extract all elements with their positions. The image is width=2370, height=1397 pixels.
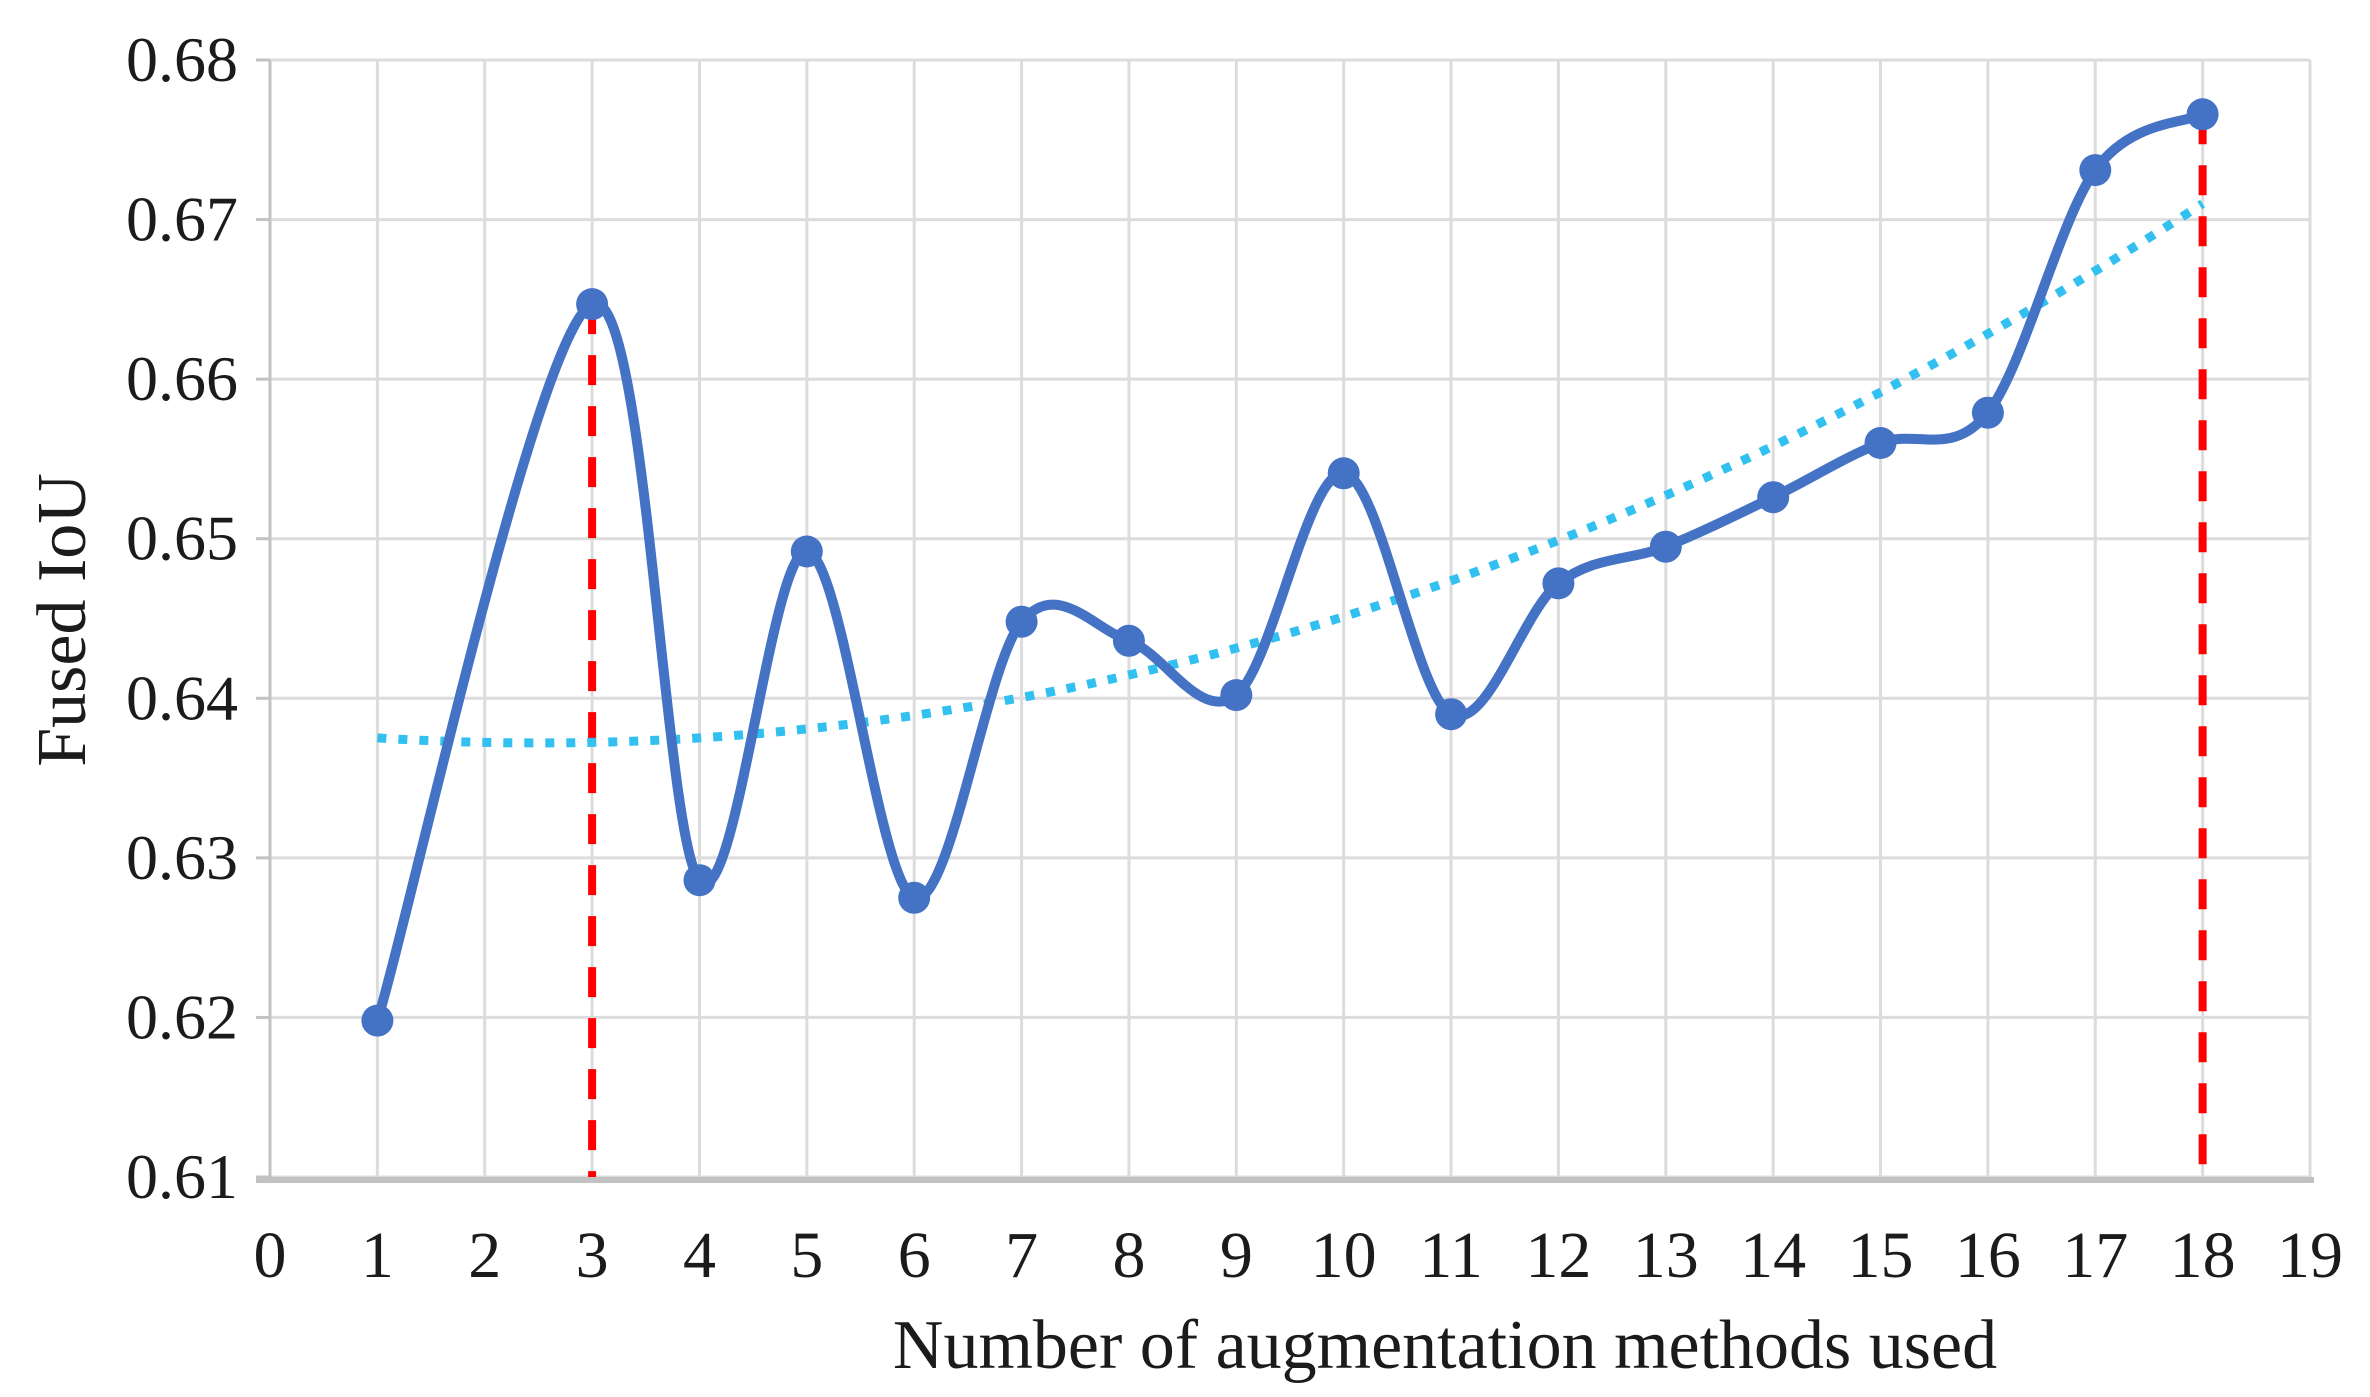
y-axis-title: Fused IoU [24,473,101,767]
data-point-marker [1864,427,1897,459]
x-tick-label: 1 [361,1219,394,1292]
x-tick-label: 7 [1005,1219,1038,1292]
x-tick-label: 16 [1955,1219,2021,1292]
data-point-marker [1971,396,2004,429]
data-point-marker [1435,698,1468,731]
x-tick-label: 0 [254,1219,287,1292]
x-tick-label: 4 [683,1219,716,1292]
y-tick-label: 0.68 [126,24,238,95]
data-point-marker [361,1004,394,1037]
y-tick-label: 0.63 [126,822,238,893]
x-tick-label: 19 [2277,1219,2343,1292]
tick-labels: 0.610.620.630.640.650.660.670.680 1 2 3 4 5 6 7… [126,24,2343,1292]
x-tick-label: 5 [790,1219,823,1292]
data-point-marker [2079,154,2112,187]
y-tick-label: 0.62 [126,981,238,1052]
data-point-markers [361,98,2219,1037]
y-tick-label: 0.61 [126,1141,238,1212]
x-tick-label: 8 [1112,1219,1145,1292]
x-tick-label: 15 [1848,1219,1914,1292]
data-point-marker [1112,624,1145,657]
x-tick-label: 6 [898,1219,931,1292]
x-tick-label: 17 [2062,1219,2128,1292]
x-tick-label: 13 [1633,1219,1699,1292]
data-point-marker [1649,530,1682,563]
x-tick-label: 14 [1740,1219,1806,1292]
y-tick-label: 0.64 [126,662,238,733]
x-tick-label: 11 [1419,1219,1483,1292]
axis-lines [256,58,2314,1183]
data-point-marker [1542,567,1575,600]
data-point-marker [576,288,609,321]
data-point-marker [1327,457,1360,490]
data-point-marker [2186,98,2219,131]
x-tick-label: 9 [1220,1219,1253,1292]
x-tick-label: 18 [2170,1219,2236,1292]
x-axis-title: Number of augmentation methods used [893,1307,1997,1384]
data-point-marker [1220,679,1253,712]
data-series-line [372,109,2208,1026]
trendline-dotted [377,199,2206,748]
gridlines [268,58,2312,1179]
data-point-marker [790,535,823,568]
data-point-marker [898,881,931,914]
trendline-path [377,199,2206,748]
x-tick-label: 12 [1525,1219,1591,1292]
data-point-marker [683,864,716,897]
x-tick-label: 3 [576,1219,609,1292]
x-tick-label: 2 [468,1219,501,1292]
y-tick-label: 0.67 [126,184,238,255]
series-line-path [372,109,2208,1026]
data-point-marker [1757,481,1790,514]
data-point-marker [1005,605,1038,638]
y-tick-label: 0.65 [126,503,238,574]
y-tick-label: 0.66 [126,343,238,414]
x-tick-label: 10 [1311,1219,1377,1292]
